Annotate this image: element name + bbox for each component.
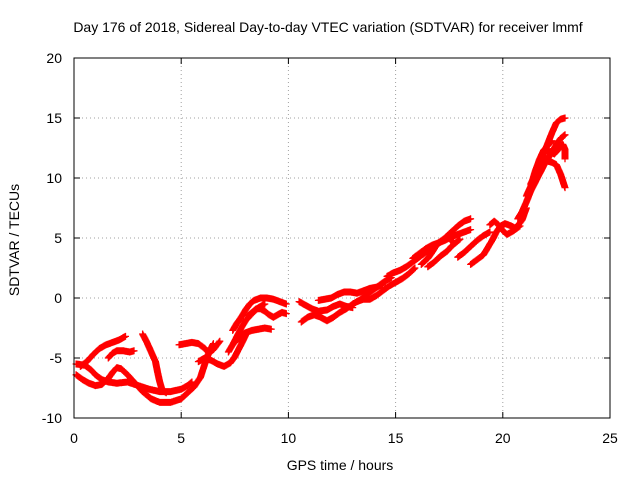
- x-axis-label: GPS time / hours: [287, 457, 394, 473]
- x-tick-label: 25: [602, 430, 618, 446]
- series-track-t2: [72, 340, 217, 406]
- series-track-t7: [194, 331, 249, 370]
- data-series: [72, 114, 569, 406]
- data-points: [104, 347, 138, 362]
- data-points: [424, 235, 464, 271]
- y-axis-label: SDTVAR / TECUs: [6, 184, 22, 296]
- series-track-t11: [244, 305, 290, 321]
- series-track-t4: [104, 347, 138, 362]
- series-track-t3: [76, 332, 129, 370]
- grid-lines: [74, 58, 610, 418]
- series-track-t9: [231, 324, 275, 346]
- data-points: [454, 228, 494, 261]
- x-tick-label: 15: [388, 430, 404, 446]
- data-points: [297, 274, 395, 326]
- data-points: [139, 330, 170, 397]
- data-points: [231, 324, 275, 346]
- series-track-t26: [540, 155, 569, 192]
- series-track-t22: [486, 217, 524, 238]
- series-track-t27: [542, 140, 569, 163]
- data-points: [244, 305, 290, 321]
- data-points: [486, 217, 524, 238]
- series-track-t13: [297, 274, 395, 326]
- x-tick-label: 5: [177, 430, 185, 446]
- axis-ticks: 0 5 10 15 20 25 -10 -5 0 5 10 15 20: [42, 50, 618, 446]
- x-tick-label: 0: [70, 430, 78, 446]
- data-points: [353, 264, 419, 306]
- y-tick-label: 10: [46, 170, 62, 186]
- x-tick-label: 10: [281, 430, 297, 446]
- series-track-t18: [417, 234, 457, 268]
- series-track-t14: [314, 281, 387, 304]
- y-tick-label: 5: [54, 230, 62, 246]
- series-track-t15: [353, 264, 419, 306]
- series-track-t10: [229, 294, 290, 334]
- data-points: [229, 294, 290, 334]
- y-tick-label: -10: [42, 410, 62, 426]
- data-points: [175, 337, 224, 357]
- chart-title: Day 176 of 2018, Sidereal Day-to-day VTE…: [73, 19, 582, 35]
- y-tick-label: 15: [46, 110, 62, 126]
- data-points: [417, 234, 457, 268]
- data-points: [314, 281, 387, 304]
- y-tick-label: -5: [50, 350, 63, 366]
- data-points: [72, 340, 217, 406]
- y-tick-label: 20: [46, 50, 62, 66]
- series-track-t5: [139, 330, 170, 397]
- series-track-t20: [454, 228, 494, 261]
- data-points: [540, 155, 569, 192]
- data-points: [194, 331, 249, 370]
- data-points: [76, 332, 129, 370]
- data-points: [542, 140, 569, 163]
- x-tick-label: 20: [495, 430, 511, 446]
- series-track-t6: [175, 337, 224, 357]
- series-track-t25: [527, 114, 569, 188]
- y-tick-label: 0: [54, 290, 62, 306]
- series-track-t19: [424, 235, 464, 271]
- data-points: [527, 114, 569, 188]
